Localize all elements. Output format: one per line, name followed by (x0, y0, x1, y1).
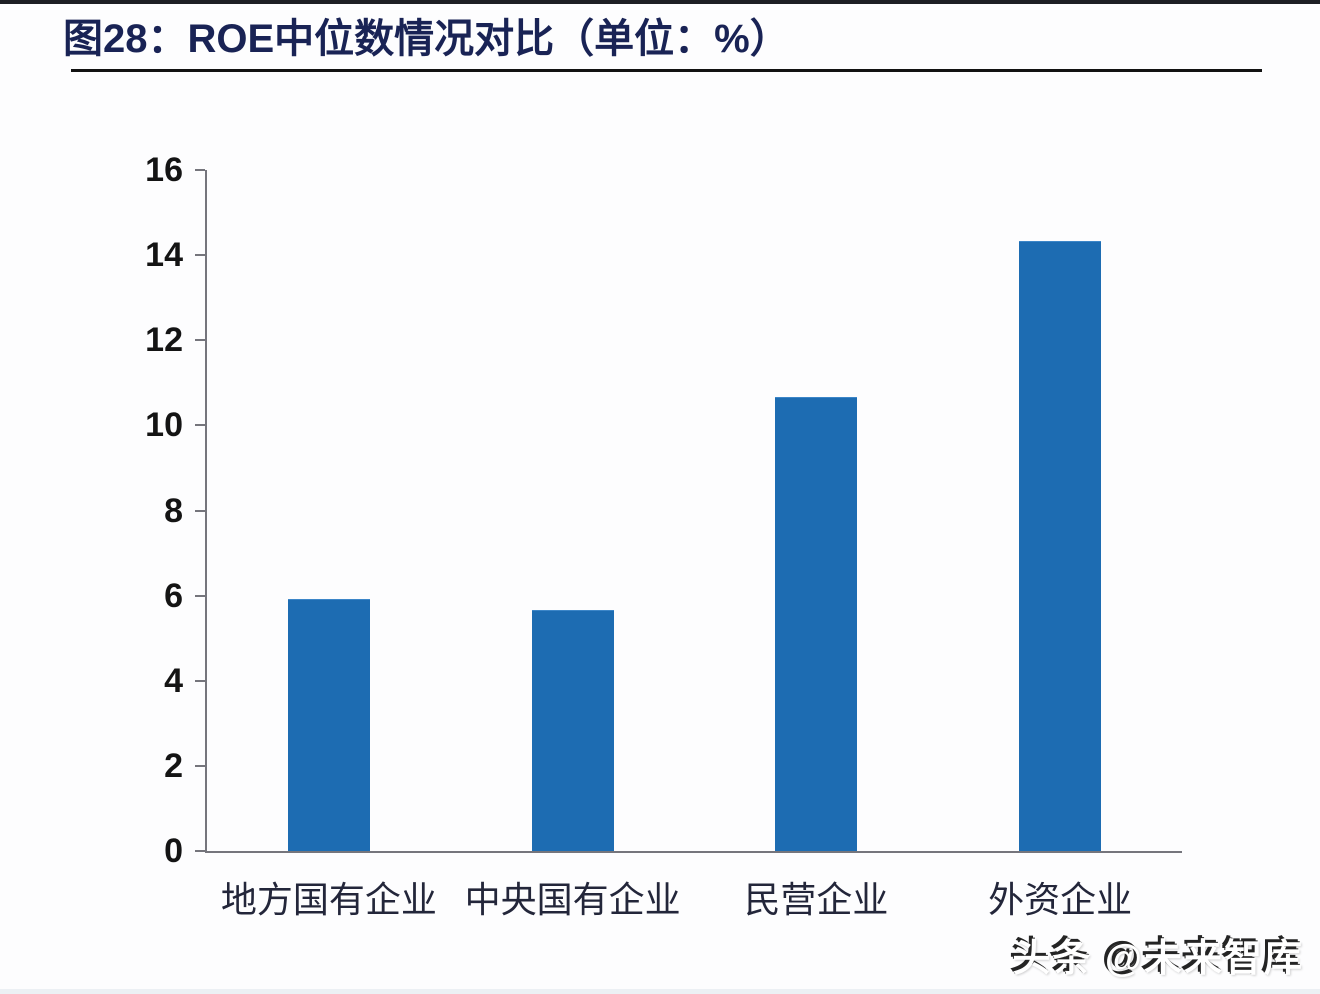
x-axis-category-label: 民营企业 (744, 879, 889, 920)
y-axis-tick-mark (195, 509, 205, 512)
chart-title: 图28：ROE中位数情况对比（单位：%） (63, 17, 790, 61)
plot-area: 0 2 4 6 8 10 12 14 16 地方国有企业 中央国有企业 民营企业 外资企业 (145, 151, 1182, 920)
y-axis-tick-mark (195, 679, 205, 682)
y-axis-tick-mark (195, 594, 205, 597)
y-axis-tick-label: 6 (164, 576, 183, 615)
bar-1 (287, 598, 370, 851)
y-axis-tick-mark (195, 169, 205, 171)
y-axis-tick-label: 4 (164, 661, 183, 700)
y-axis-tick-label: 12 (145, 321, 183, 360)
watermark-text: 头条 @未来智库 (1012, 938, 1304, 980)
y-axis-tick-mark (195, 424, 205, 427)
y-axis-tick-label: 2 (164, 746, 183, 785)
y-axis-tick-label: 14 (145, 236, 183, 275)
bar-4 (1019, 241, 1102, 851)
title-underline-divider (71, 69, 1262, 72)
y-axis-tick-label: 10 (145, 406, 183, 445)
y-axis-tick-mark (195, 850, 205, 852)
y-axis-tick-mark (195, 764, 205, 767)
bar-2 (531, 609, 614, 851)
y-axis-tick-mark (195, 254, 205, 257)
y-axis-tick-mark (195, 339, 205, 342)
y-axis-tick-label: 0 (164, 832, 183, 870)
y-axis-tick-label: 16 (145, 151, 183, 189)
x-axis-category-label: 地方国有企业 (220, 879, 437, 920)
top-edge-divider (0, 0, 1320, 4)
x-axis-category-label: 中央国有企业 (464, 879, 681, 920)
y-axis-tick-label: 8 (164, 491, 183, 530)
bottom-edge-divider (0, 989, 1320, 994)
bar-3 (775, 396, 858, 851)
x-axis-category-label: 外资企业 (988, 879, 1133, 920)
